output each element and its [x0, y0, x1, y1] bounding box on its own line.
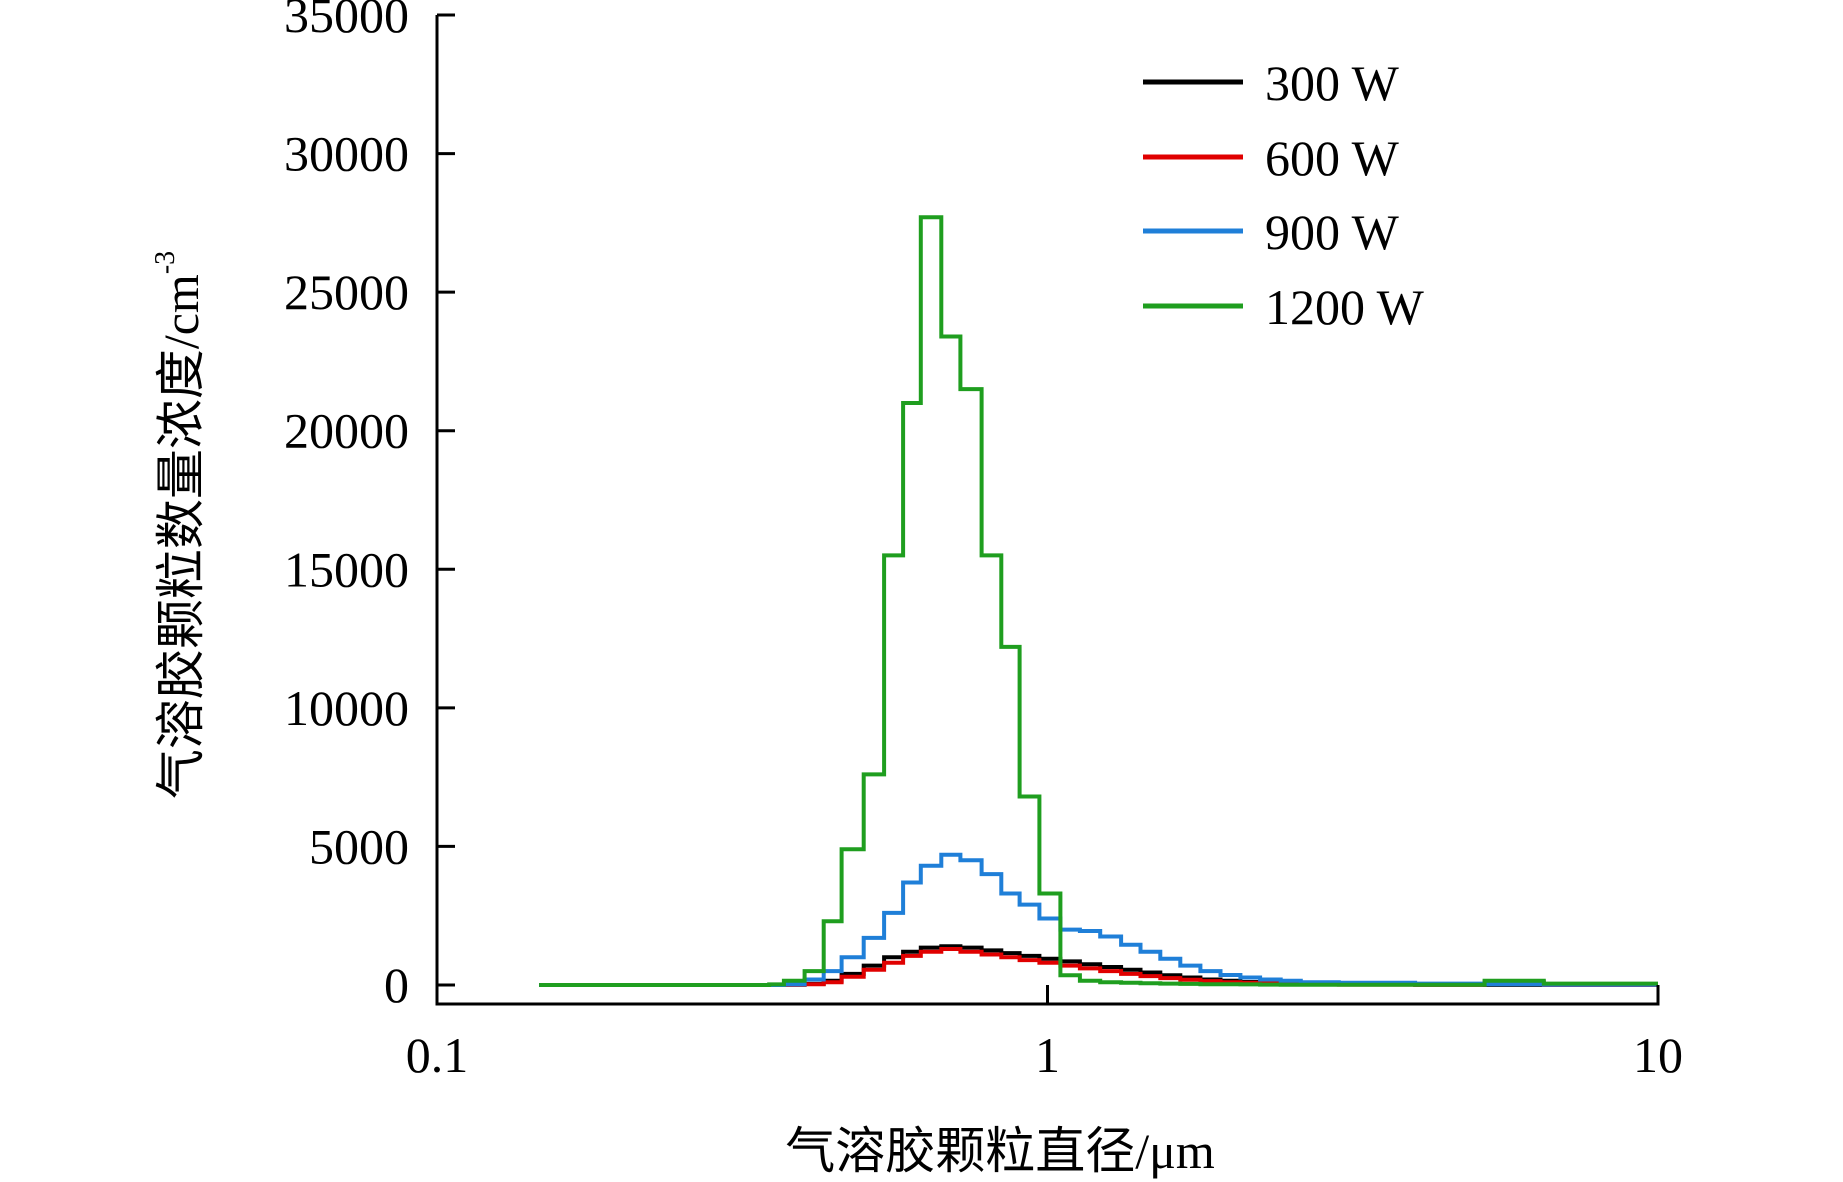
- x-tick-label: 10: [1633, 1027, 1683, 1083]
- x-axis-title: 气溶胶颗粒直径/μm: [785, 1122, 1215, 1180]
- y-axis-title-unit: /cm: [153, 274, 209, 349]
- axes-layer: [435, 15, 1660, 1006]
- series-line-1200w: [539, 215, 1658, 987]
- series-line-900w: [539, 852, 1658, 987]
- x-tick-label: 0.1: [406, 1027, 469, 1083]
- y-axis-title-exponent: -3: [150, 251, 181, 274]
- y-axis-title: 气溶胶颗粒数量浓度/cm-3: [150, 251, 210, 799]
- x-tick-label: 1: [1035, 1027, 1060, 1083]
- y-tick-label: 5000: [309, 818, 409, 874]
- legend-label-1200w: 1200 W: [1265, 279, 1425, 335]
- y-tick-label: 0: [384, 957, 409, 1013]
- legend-label-900w: 900 W: [1265, 204, 1400, 260]
- x-axis-title-unit: /μm: [1135, 1123, 1215, 1179]
- y-tick-label: 30000: [284, 126, 409, 182]
- y-tick-label: 10000: [284, 680, 409, 736]
- y-tick-label: 35000: [284, 0, 409, 43]
- y-ticks: 0 5000 10000 15000 20000 25000 30000 35000: [284, 0, 455, 1013]
- x-axis-title-main: 气溶胶颗粒直径: [785, 1122, 1135, 1180]
- legend-label-300w: 300 W: [1265, 55, 1400, 111]
- y-tick-label: 20000: [284, 403, 409, 459]
- axis-frame: [435, 15, 1660, 1006]
- y-tick-label: 25000: [284, 264, 409, 320]
- legend-label-600w: 600 W: [1265, 130, 1400, 186]
- x-ticks: 0.1 1 10: [406, 985, 1683, 1083]
- series-layer: [539, 215, 1658, 987]
- y-tick-label: 15000: [284, 541, 409, 597]
- y-axis-title-main: 气溶胶颗粒数量浓度: [152, 349, 210, 799]
- legend: 300 W 600 W 900 W 1200 W: [1143, 55, 1425, 335]
